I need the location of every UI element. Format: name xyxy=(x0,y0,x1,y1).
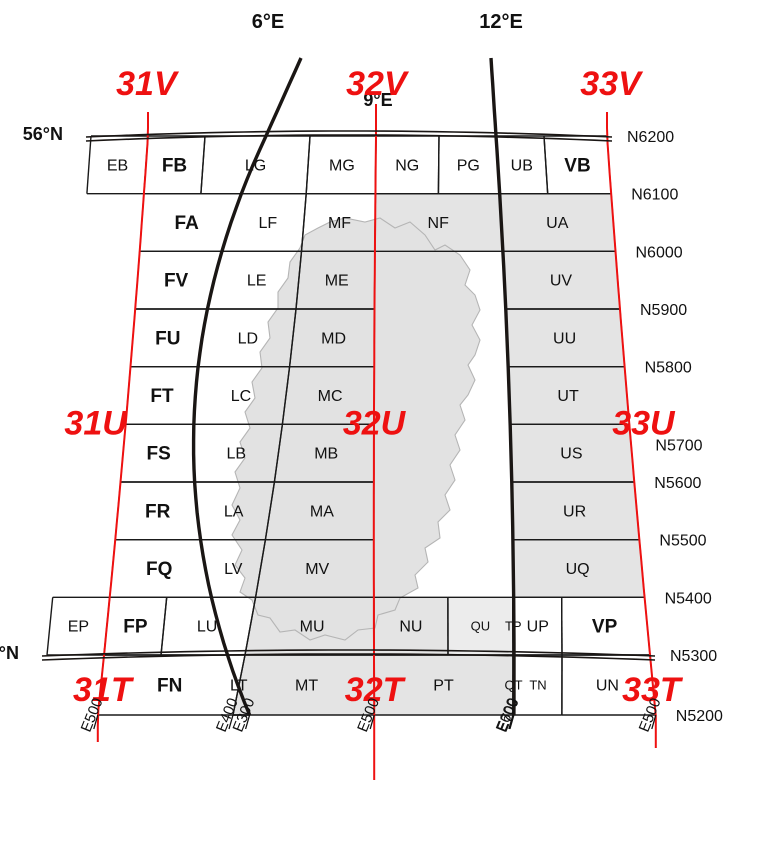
svg-text:MV: MV xyxy=(305,561,329,578)
svg-text:NF: NF xyxy=(428,215,450,232)
svg-text:32V: 32V xyxy=(346,65,410,103)
svg-text:UR: UR xyxy=(563,503,586,520)
svg-text:MD: MD xyxy=(321,330,346,347)
svg-text:N5900: N5900 xyxy=(640,302,687,319)
svg-text:MT: MT xyxy=(295,677,318,694)
svg-text:LD: LD xyxy=(238,330,258,347)
svg-text:6°E: 6°E xyxy=(252,11,284,33)
svg-text:MB: MB xyxy=(314,446,338,463)
svg-text:N5800: N5800 xyxy=(645,360,692,377)
svg-text:N5200: N5200 xyxy=(676,708,723,725)
svg-text:PG: PG xyxy=(457,157,480,174)
svg-text:UN: UN xyxy=(596,677,619,694)
svg-text:FA: FA xyxy=(175,213,200,234)
svg-text:LC: LC xyxy=(231,388,251,405)
svg-text:UQ: UQ xyxy=(566,561,590,578)
svg-text:VP: VP xyxy=(592,617,618,638)
svg-text:N5300: N5300 xyxy=(670,648,717,665)
svg-text:LE: LE xyxy=(247,273,267,290)
svg-text:FS: FS xyxy=(147,444,171,465)
svg-text:FQ: FQ xyxy=(146,559,172,580)
svg-text:UA: UA xyxy=(546,215,569,232)
svg-text:UP: UP xyxy=(527,619,549,636)
svg-text:N5400: N5400 xyxy=(665,590,712,607)
svg-text:FR: FR xyxy=(145,501,171,522)
svg-text:UU: UU xyxy=(553,330,576,347)
svg-text:N6100: N6100 xyxy=(631,187,678,204)
svg-text:LV: LV xyxy=(224,561,243,578)
svg-text:32U: 32U xyxy=(343,404,407,442)
svg-text:UB: UB xyxy=(511,157,533,174)
svg-text:N5700: N5700 xyxy=(655,437,702,454)
svg-text:NU: NU xyxy=(399,619,422,636)
svg-text:FT: FT xyxy=(150,386,174,407)
svg-text:48°N: 48°N xyxy=(0,643,19,663)
svg-text:LA: LA xyxy=(224,503,244,520)
svg-text:FN: FN xyxy=(157,676,182,697)
svg-text:N6000: N6000 xyxy=(636,244,683,261)
svg-text:TN: TN xyxy=(529,677,546,692)
svg-text:N5600: N5600 xyxy=(654,475,701,492)
svg-text:EB: EB xyxy=(107,157,128,174)
svg-text:VB: VB xyxy=(564,155,590,176)
svg-text:MG: MG xyxy=(329,157,355,174)
svg-text:US: US xyxy=(560,446,582,463)
svg-text:FU: FU xyxy=(155,328,180,349)
svg-text:MC: MC xyxy=(318,388,343,405)
svg-text:FP: FP xyxy=(123,617,148,638)
svg-text:PT: PT xyxy=(433,677,454,694)
svg-text:MF: MF xyxy=(328,215,351,232)
svg-text:LU: LU xyxy=(197,619,217,636)
svg-text:MA: MA xyxy=(310,503,334,520)
svg-text:56°N: 56°N xyxy=(23,124,63,144)
svg-text:EP: EP xyxy=(68,619,89,636)
svg-text:33V: 33V xyxy=(580,65,644,103)
svg-text:ME: ME xyxy=(325,273,349,290)
svg-text:31U: 31U xyxy=(64,404,128,442)
svg-text:FV: FV xyxy=(164,271,189,292)
svg-text:12°E: 12°E xyxy=(479,11,523,33)
svg-text:UV: UV xyxy=(550,273,573,290)
svg-text:NG: NG xyxy=(395,157,419,174)
svg-text:FB: FB xyxy=(162,155,187,176)
svg-text:LF: LF xyxy=(258,215,277,232)
svg-text:UT: UT xyxy=(557,388,579,405)
svg-text:N5500: N5500 xyxy=(659,533,706,550)
svg-text:MU: MU xyxy=(300,619,325,636)
svg-text:QU: QU xyxy=(471,619,491,634)
svg-text:N6200: N6200 xyxy=(627,129,674,146)
svg-text:LB: LB xyxy=(227,446,247,463)
svg-text:31V: 31V xyxy=(116,65,180,103)
